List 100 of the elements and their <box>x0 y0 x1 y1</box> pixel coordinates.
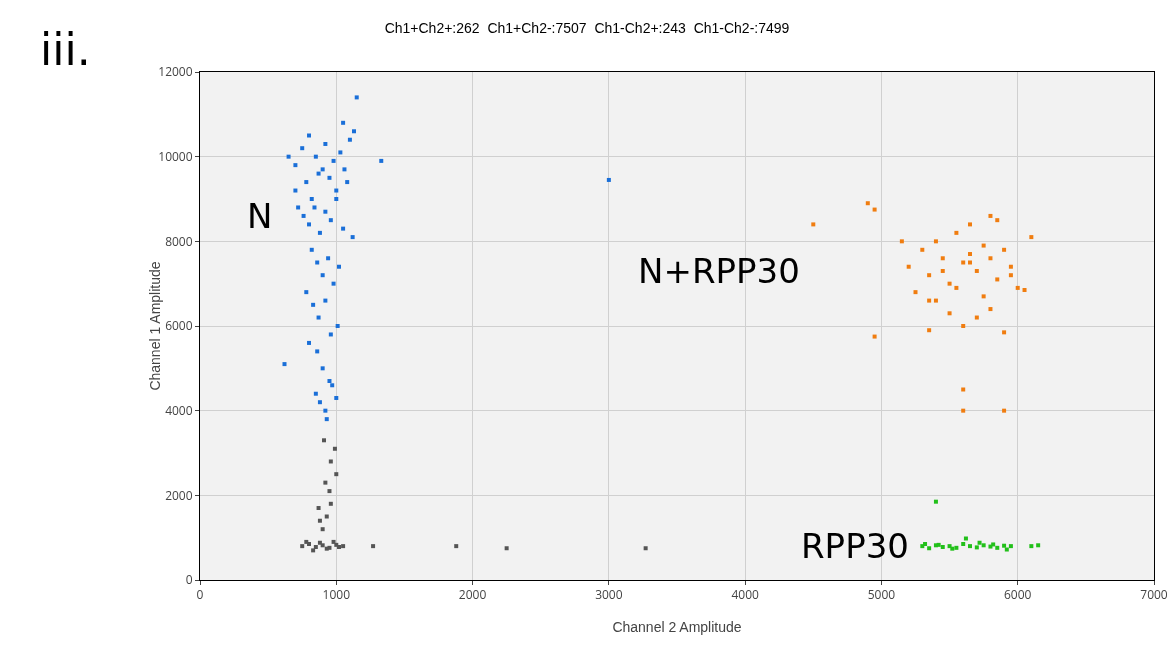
point <box>981 243 986 248</box>
point <box>977 540 982 545</box>
point <box>320 167 325 172</box>
point <box>1004 547 1009 552</box>
point <box>307 222 312 227</box>
point <box>334 188 339 193</box>
x-tick-label: 4000 <box>731 586 759 604</box>
point <box>995 545 1000 550</box>
point <box>643 546 648 551</box>
point <box>328 459 333 464</box>
point <box>954 545 959 550</box>
y-tick-label: 4000 <box>165 401 193 419</box>
point <box>454 544 459 549</box>
point <box>933 239 938 244</box>
x-tick-label: 7000 <box>1140 586 1168 604</box>
point <box>286 154 291 159</box>
point <box>311 302 316 307</box>
point <box>1008 264 1013 269</box>
point <box>352 129 356 134</box>
point <box>312 205 317 210</box>
point <box>327 379 332 384</box>
point <box>1008 273 1013 278</box>
point <box>315 349 320 354</box>
point <box>316 315 321 320</box>
y-tick-label: 0 <box>185 571 193 589</box>
point <box>947 281 952 286</box>
point <box>1029 235 1034 240</box>
series-label: N+RPP30 <box>638 251 800 291</box>
point <box>968 222 973 227</box>
point <box>1002 330 1007 335</box>
point <box>320 527 325 532</box>
y-axis-title: Channel 1 Amplitude <box>147 261 164 391</box>
x-tick-label: 0 <box>196 586 204 604</box>
point <box>974 268 979 273</box>
chart-title: Ch1+Ch2+:262 Ch1+Ch2-:7507 Ch1-Ch2+:243 Ch1-Ch2-:7499 <box>384 19 790 36</box>
point <box>332 446 337 451</box>
point <box>316 171 321 176</box>
point <box>988 256 993 261</box>
point <box>307 133 312 138</box>
point <box>961 324 966 328</box>
point <box>954 230 959 235</box>
point <box>1036 543 1041 548</box>
point <box>379 158 384 163</box>
point <box>328 332 333 337</box>
point <box>334 472 339 477</box>
point <box>981 294 986 299</box>
point <box>1029 544 1034 549</box>
point <box>300 146 305 151</box>
point <box>338 150 343 155</box>
point <box>968 260 973 265</box>
point <box>974 545 979 550</box>
point <box>961 408 966 413</box>
point <box>350 235 355 240</box>
point <box>954 285 959 290</box>
point <box>988 307 993 312</box>
point <box>899 239 904 244</box>
point <box>315 260 320 265</box>
point <box>320 366 325 371</box>
point <box>940 544 945 549</box>
point <box>865 201 870 206</box>
point <box>940 256 945 261</box>
point <box>323 141 328 146</box>
point <box>317 230 322 235</box>
point <box>1022 288 1027 293</box>
point <box>322 438 327 443</box>
point <box>324 417 329 422</box>
point <box>320 273 325 278</box>
point <box>334 395 339 400</box>
point <box>316 506 321 511</box>
point <box>872 207 877 212</box>
point <box>311 548 316 553</box>
point <box>304 180 309 185</box>
point <box>988 213 993 218</box>
text: iii. <box>40 24 91 75</box>
point <box>335 324 340 328</box>
x-tick-label: 6000 <box>1003 586 1032 604</box>
point <box>313 391 318 396</box>
point <box>327 489 332 494</box>
point <box>1015 285 1020 290</box>
point <box>974 315 979 320</box>
y-tick-label: 8000 <box>165 232 193 250</box>
point <box>334 197 339 201</box>
point <box>927 298 932 303</box>
point <box>961 542 966 547</box>
point <box>326 256 331 261</box>
point <box>963 536 968 541</box>
point <box>313 154 318 159</box>
point <box>927 328 932 333</box>
point <box>301 213 306 218</box>
series-label: N <box>247 196 273 236</box>
point <box>341 544 346 549</box>
point <box>906 264 911 269</box>
point <box>968 252 973 257</box>
point <box>1008 544 1013 549</box>
point <box>1002 408 1007 413</box>
point <box>991 542 996 547</box>
point <box>961 260 966 265</box>
point <box>282 362 287 367</box>
point <box>1002 247 1007 252</box>
point <box>811 222 816 227</box>
